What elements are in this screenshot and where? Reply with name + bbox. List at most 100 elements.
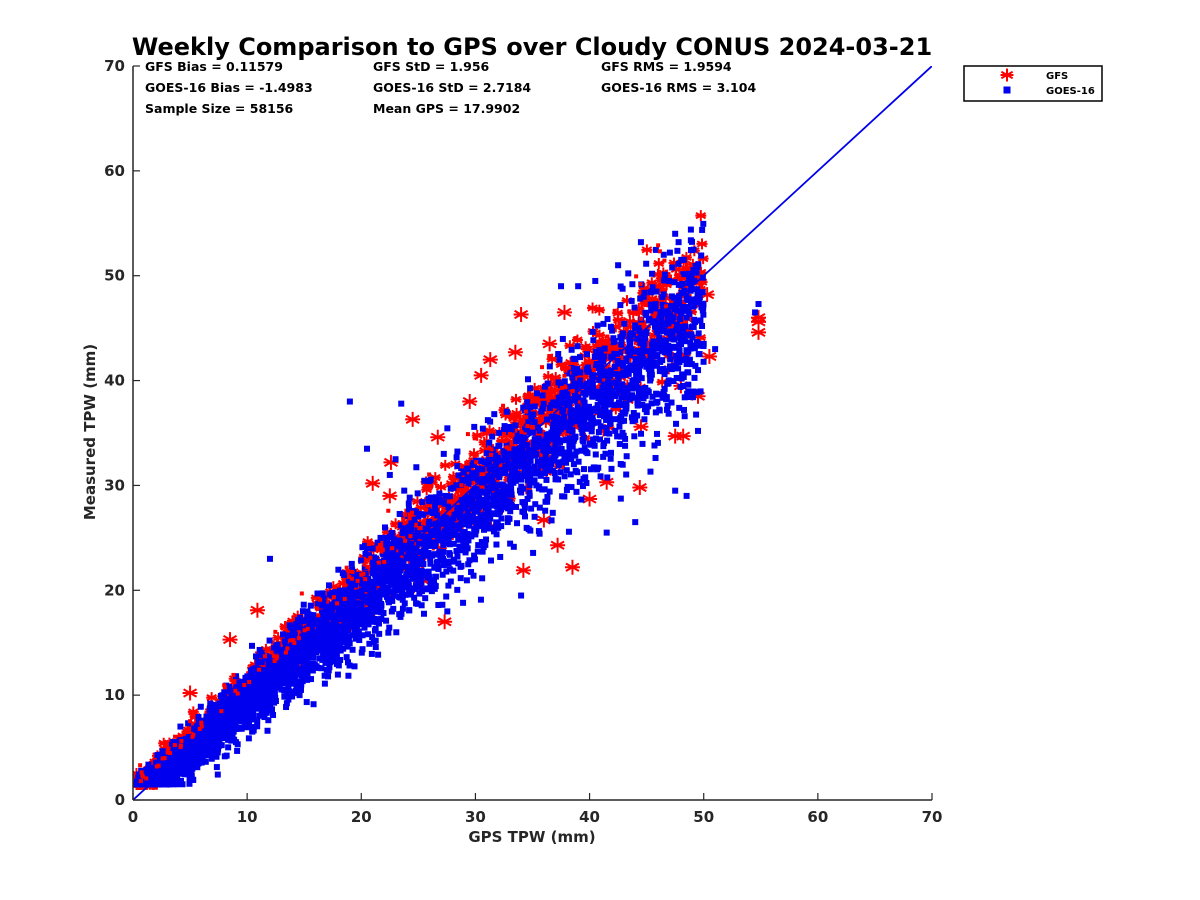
- goes16-point: [190, 776, 197, 783]
- goes16-point: [396, 570, 403, 577]
- goes16-point: [314, 590, 321, 597]
- goes16-point: [435, 550, 442, 557]
- goes16-point: [614, 433, 621, 440]
- goes16-point: [372, 577, 379, 584]
- goes16-point: [524, 376, 531, 383]
- goes16-point: [528, 415, 535, 422]
- goes16-point: [337, 625, 344, 632]
- goes16-point: [583, 448, 590, 455]
- goes16-point: [414, 490, 421, 497]
- goes16-point: [352, 635, 359, 642]
- goes16-point: [619, 381, 626, 388]
- goes16-point: [597, 350, 604, 357]
- goes16-point: [639, 348, 646, 355]
- goes16-point: [483, 515, 490, 522]
- goes16-point: [663, 406, 670, 413]
- goes16-point: [608, 367, 615, 374]
- goes16-point: [462, 504, 469, 511]
- goes16-point: [325, 656, 332, 663]
- goes16-point: [221, 753, 228, 760]
- goes16-point: [574, 343, 581, 350]
- goes16-point: [281, 638, 288, 645]
- goes16-point: [435, 602, 442, 609]
- goes16-point: [681, 307, 688, 314]
- goes16-point: [413, 565, 420, 572]
- goes16-point: [546, 488, 553, 495]
- goes16-point: [385, 629, 392, 636]
- goes16-point: [399, 596, 406, 603]
- goes16-point: [496, 474, 503, 481]
- gfs-outlier-point: [536, 512, 552, 528]
- gfs-point: [327, 581, 339, 593]
- goes16-point: [304, 676, 311, 683]
- chart-title: Weekly Comparison to GPS over Cloudy CON…: [132, 33, 932, 61]
- goes16-point: [400, 563, 407, 570]
- goes16-point: [521, 513, 528, 520]
- goes16-point: [554, 423, 561, 430]
- gfs-point: [696, 238, 708, 250]
- goes16-point: [600, 381, 607, 388]
- goes16-point: [413, 464, 420, 471]
- goes16-point: [369, 634, 376, 641]
- goes16-point: [233, 673, 240, 680]
- goes16-point: [359, 632, 366, 639]
- goes16-point: [320, 642, 327, 649]
- goes16-point: [546, 405, 553, 412]
- goes16-point: [409, 546, 416, 553]
- goes16-point: [450, 567, 457, 574]
- stat-text: GOES-16 Bias = -1.4983: [145, 80, 313, 95]
- goes16-point: [225, 696, 232, 703]
- goes16-point: [504, 456, 511, 463]
- goes16-point: [485, 459, 492, 466]
- goes16-point: [650, 340, 657, 347]
- goes16-point: [636, 394, 643, 401]
- goes16-point: [542, 507, 549, 514]
- goes16-point: [383, 546, 390, 553]
- goes16-point: [270, 711, 277, 718]
- gfs-point: [310, 592, 322, 604]
- goes16-point: [598, 364, 605, 371]
- goes16-point: [389, 597, 396, 604]
- goes16-point: [355, 600, 362, 607]
- goes16-point: [649, 346, 656, 353]
- goes16-point: [506, 424, 513, 431]
- goes16-point: [367, 588, 374, 595]
- goes16-point: [557, 469, 564, 476]
- goes16-point: [316, 614, 323, 621]
- goes16-point: [563, 487, 570, 494]
- goes16-point: [348, 622, 355, 629]
- goes16-point: [253, 690, 260, 697]
- goes16-point: [634, 412, 641, 419]
- goes16-point: [498, 515, 505, 522]
- goes16-point: [618, 433, 625, 440]
- goes16-point: [331, 638, 338, 645]
- goes16-point: [697, 317, 704, 324]
- goes16-point: [404, 538, 411, 545]
- goes16-point: [490, 528, 497, 535]
- goes16-point: [471, 423, 478, 430]
- goes16-point: [463, 577, 470, 584]
- goes16-point: [405, 582, 412, 589]
- goes16-point: [291, 631, 298, 638]
- goes16-point: [666, 350, 673, 357]
- goes16-point: [422, 539, 429, 546]
- goes16-point: [376, 580, 383, 587]
- goes16-point: [489, 474, 496, 481]
- goes16-point: [485, 473, 492, 480]
- goes16-point: [681, 413, 688, 420]
- goes16-point: [432, 551, 439, 558]
- goes16-point: [640, 293, 647, 300]
- goes16-point: [597, 473, 604, 480]
- goes16-point: [673, 420, 680, 427]
- gfs-point: [569, 421, 581, 433]
- goes16-point: [341, 628, 348, 635]
- goes16-point: [426, 498, 433, 505]
- goes16-point: [652, 454, 659, 461]
- goes16-point: [562, 419, 569, 426]
- goes16-point: [687, 339, 694, 346]
- goes16-point: [628, 297, 635, 304]
- goes16-point: [558, 437, 565, 444]
- goes16-point: [335, 566, 342, 573]
- goes16-point: [567, 407, 574, 414]
- gfs-outlier-point: [542, 336, 558, 352]
